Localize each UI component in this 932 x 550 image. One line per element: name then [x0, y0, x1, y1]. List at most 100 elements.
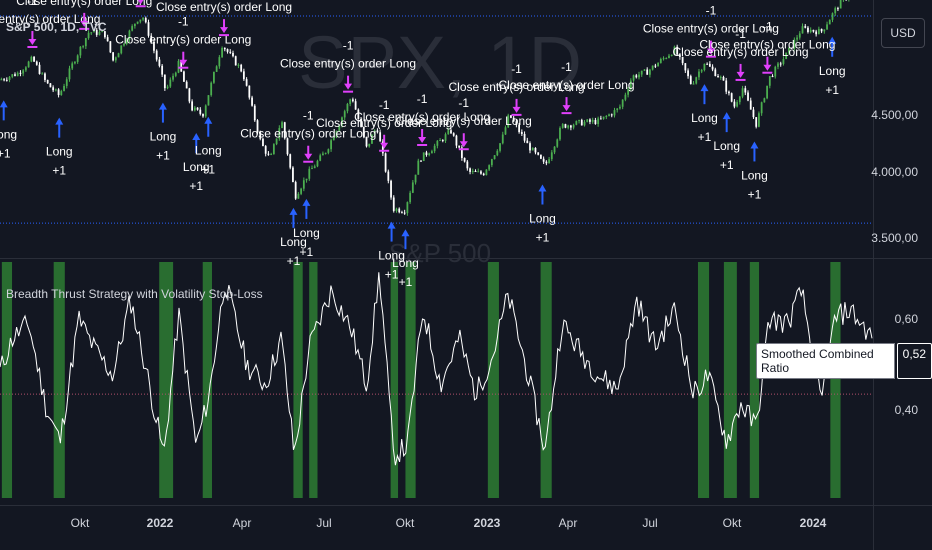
candle-body: [38, 64, 41, 74]
price-candle: [602, 116, 605, 120]
exit-arrow-icon: [763, 64, 772, 71]
indicator-title[interactable]: Breadth Thrust Strategy with Volatility …: [6, 287, 263, 301]
price-candle: [771, 74, 774, 78]
candle-body: [267, 153, 270, 155]
price-candle: [741, 85, 744, 99]
candle-body: [610, 114, 613, 116]
price-candle: [444, 132, 447, 144]
price-candle: [283, 121, 286, 140]
thrust-period-4: [293, 262, 303, 498]
candle-body: [501, 134, 504, 144]
entry-arrow-icon: [204, 116, 213, 124]
candle-body: [605, 116, 608, 118]
price-candle: [752, 106, 755, 120]
exit-arrow-icon: [706, 48, 715, 55]
candle-body: [79, 46, 82, 56]
price-candle: [35, 60, 38, 66]
price-candle: [766, 85, 768, 100]
price-candle: [692, 81, 695, 85]
entry-label: Long: [741, 168, 768, 182]
exit-marker-9: Close entry(s) order Long -1: [396, 96, 532, 151]
candle-body: [444, 134, 447, 141]
price-candle: [687, 68, 689, 79]
price-candle: [662, 56, 665, 61]
price-candle: [65, 77, 68, 89]
candle-body: [210, 82, 213, 96]
price-candle: [226, 48, 229, 54]
symbol-title[interactable]: S&P 500, 1D, TVC: [6, 20, 107, 34]
price-candle: [638, 71, 640, 80]
price-candle: [823, 29, 826, 34]
price-candle: [564, 123, 567, 129]
exit-qty: -1: [706, 4, 717, 18]
candle-body: [714, 69, 717, 77]
exit-arrow-icon: [137, 0, 144, 5]
candle-body: [629, 80, 632, 90]
candle-body: [90, 32, 93, 34]
candle-body: [815, 31, 818, 35]
time-tick-okt-2022: Okt: [395, 516, 415, 530]
entry-arrow-icon: [192, 133, 201, 141]
price-candle: [450, 128, 452, 135]
price-candle: [673, 45, 676, 56]
exit-label: Close entry(s) order Long: [115, 33, 251, 47]
price-candle: [728, 90, 730, 96]
price-candle: [223, 47, 226, 52]
candle-body: [207, 95, 210, 106]
price-candle: [681, 56, 684, 66]
candle-body: [196, 107, 199, 110]
price-candle: [379, 130, 382, 142]
price-candle: [820, 28, 823, 34]
exit-marker-12: Close entry(s) order Long-1: [643, 4, 779, 58]
entry-marker-10: Long +1: [691, 84, 718, 144]
price-candle: [371, 134, 373, 144]
candle-body: [373, 130, 376, 135]
exit-marker-1: Close entry(s) order Long-1: [16, 0, 152, 30]
price-tick-4000: 4.000,00: [871, 165, 918, 179]
exit-label: Close entry(s) order Long: [699, 38, 835, 52]
price-candle: [485, 169, 488, 176]
price-candle: [215, 65, 218, 72]
candle-body: [349, 99, 352, 104]
price-candle: [657, 62, 659, 67]
candle-body: [681, 56, 684, 64]
price-candle: [777, 61, 779, 70]
price-candle: [531, 147, 534, 151]
candle-body: [123, 44, 125, 46]
candle-body: [114, 57, 117, 61]
price-candle: [760, 101, 763, 116]
candle-body: [493, 155, 496, 160]
candle-body: [14, 74, 16, 76]
candle-body: [730, 93, 733, 102]
candle-body: [223, 47, 226, 50]
exit-marker-8: Close entry(s) order Long-1: [354, 92, 490, 146]
candle-body: [253, 105, 256, 121]
price-candle: [580, 118, 583, 126]
price-candle: [804, 24, 807, 29]
candle-body: [798, 33, 801, 38]
price-candle: [708, 61, 711, 67]
price-candle: [834, 6, 837, 16]
candle-body: [801, 26, 804, 34]
price-candle: [357, 108, 360, 120]
candle-body: [324, 152, 327, 154]
candle-body: [657, 62, 659, 67]
entry-label: Long: [713, 139, 740, 153]
price-candle: [136, 21, 139, 25]
price-candle: [807, 26, 809, 34]
price-candle: [131, 24, 134, 32]
candle-body: [343, 111, 346, 118]
currency-button[interactable]: USD: [881, 18, 925, 48]
entry-marker-0: Long +1: [0, 100, 17, 160]
entry-arrow-icon: [158, 102, 167, 110]
price-candle: [706, 62, 709, 65]
exit-arrow-icon: [736, 71, 745, 78]
candle-body: [687, 70, 689, 77]
price-candle: [270, 152, 273, 156]
price-candle: [545, 160, 548, 166]
candle-body: [381, 141, 384, 154]
candle-body: [834, 8, 837, 14]
candle-body: [262, 138, 264, 147]
candle-body: [518, 124, 521, 133]
